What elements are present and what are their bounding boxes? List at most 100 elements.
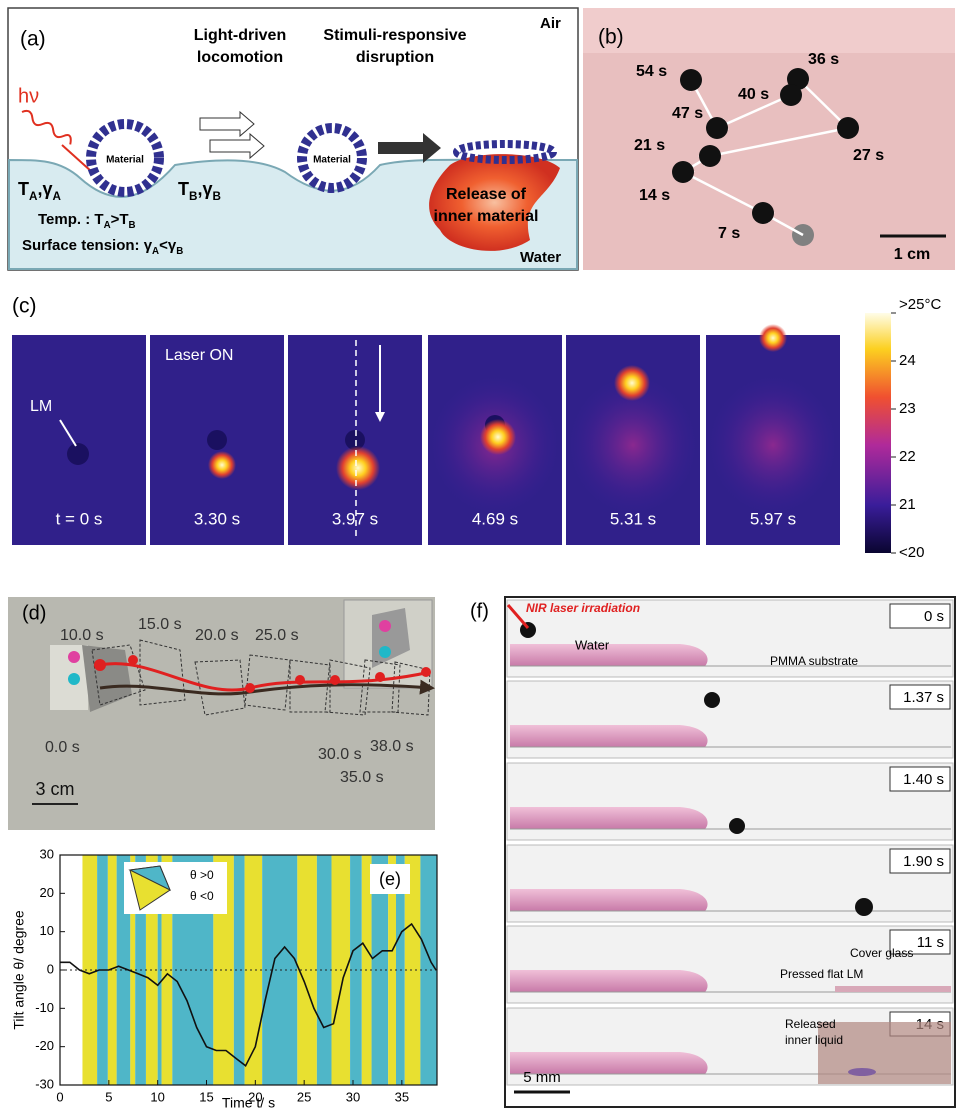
label: 27 s	[853, 147, 884, 164]
label: Stimuli-responsive	[323, 27, 466, 44]
label: >25°C	[899, 296, 941, 313]
marble	[699, 145, 721, 167]
label: 22	[899, 448, 916, 465]
dye-dot	[379, 620, 391, 632]
label: Material	[313, 155, 351, 166]
label: -20	[35, 1038, 54, 1053]
text-part: Temp. : T	[38, 211, 104, 228]
marble	[207, 430, 227, 450]
colorbar	[865, 313, 891, 553]
figure: (a)AirWaterhνLight-drivenlocomotionStimu…	[0, 0, 963, 1113]
label: inner material	[434, 208, 539, 225]
label: Air	[540, 15, 561, 32]
text-part: T	[18, 179, 29, 199]
label: 15	[199, 1089, 213, 1104]
water-droplet	[510, 807, 708, 829]
label: (b)	[598, 26, 624, 49]
label: 0	[47, 961, 54, 976]
marble	[67, 443, 89, 465]
label: Water	[575, 637, 610, 652]
label: 21	[899, 496, 916, 513]
stimulus-band	[82, 855, 97, 1085]
dark-region	[818, 1022, 951, 1084]
text-part: B	[129, 220, 136, 231]
label: 5.31 s	[610, 509, 656, 528]
label: (d)	[22, 602, 46, 624]
label: (e)	[379, 869, 401, 889]
text-part: A	[104, 220, 111, 231]
label: locomotion	[197, 49, 283, 66]
label: 25.0 s	[255, 627, 299, 644]
water-droplet	[510, 889, 708, 911]
text-part: A	[52, 190, 61, 203]
released-liquid	[848, 1068, 876, 1076]
label: NIR laser irradiation	[526, 601, 640, 615]
label: Released	[785, 1017, 836, 1031]
label: 21 s	[634, 137, 665, 154]
marble	[680, 69, 702, 91]
label: Water	[520, 249, 561, 266]
label: 35	[395, 1089, 409, 1104]
label: Laser ON	[165, 347, 233, 364]
label: Pressed flat LM	[780, 967, 863, 981]
label: disruption	[356, 49, 434, 66]
label: 1.37 s	[903, 689, 944, 706]
hot-spot	[759, 324, 787, 352]
label: 20	[40, 885, 54, 900]
label: 4.69 s	[472, 509, 518, 528]
text-part: ,γ	[37, 179, 52, 199]
label: 0	[56, 1089, 63, 1104]
marble	[837, 117, 859, 139]
label: 5	[105, 1089, 112, 1104]
marble	[706, 117, 728, 139]
label: 5.97 s	[750, 509, 796, 528]
water-droplet	[510, 970, 708, 992]
label: <20	[899, 544, 924, 561]
hot-spot	[480, 419, 516, 455]
panel-a	[8, 8, 578, 270]
label: 23	[899, 400, 916, 417]
panel-c	[865, 313, 891, 553]
label: 15.0 s	[138, 616, 182, 633]
dye-dot	[68, 673, 80, 685]
text-part: A	[152, 246, 159, 257]
marble	[704, 692, 720, 708]
label: θ <0	[190, 889, 214, 903]
text-part: Surface tension: γ	[22, 237, 153, 254]
label: 3.30 s	[194, 509, 240, 528]
label: Time t/ s	[222, 1095, 275, 1111]
label: -30	[35, 1076, 54, 1091]
label: Release of	[446, 186, 527, 203]
label: PMMA substrate	[770, 654, 858, 668]
label: 47 s	[672, 105, 703, 122]
text-part: B	[189, 190, 197, 203]
heat-glow	[708, 375, 838, 515]
label: 24	[899, 352, 916, 369]
label: 10	[40, 923, 54, 938]
label: (a)	[20, 28, 46, 51]
stimulus-band	[262, 855, 297, 1085]
text-part: B	[212, 190, 220, 203]
label: LM	[30, 398, 52, 415]
label: 10	[150, 1089, 164, 1104]
label: Light-driven	[194, 27, 286, 44]
text-part: B	[176, 246, 183, 257]
text-part: ,γ	[197, 179, 212, 199]
panel-e	[60, 855, 437, 1085]
hot-spot	[208, 451, 236, 479]
label: t = 0 s	[56, 509, 103, 528]
label: 0 s	[924, 608, 944, 625]
label: (c)	[12, 295, 37, 318]
label: -10	[35, 1000, 54, 1015]
dye-dot	[68, 651, 80, 663]
label: 1 cm	[894, 246, 930, 263]
label: 30.0 s	[318, 746, 362, 763]
text-part: <γ	[159, 237, 177, 254]
label: 35.0 s	[340, 769, 384, 786]
cover-glass	[835, 986, 951, 992]
photo-highlight	[583, 8, 955, 53]
text-part: >T	[111, 211, 129, 228]
stimulus-band	[317, 855, 332, 1085]
dye-dot	[379, 646, 391, 658]
label: 11 s	[917, 934, 944, 951]
